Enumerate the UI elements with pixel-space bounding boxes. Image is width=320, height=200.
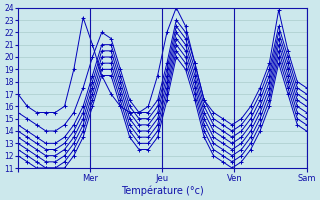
X-axis label: Température (°c): Température (°c): [121, 185, 204, 196]
